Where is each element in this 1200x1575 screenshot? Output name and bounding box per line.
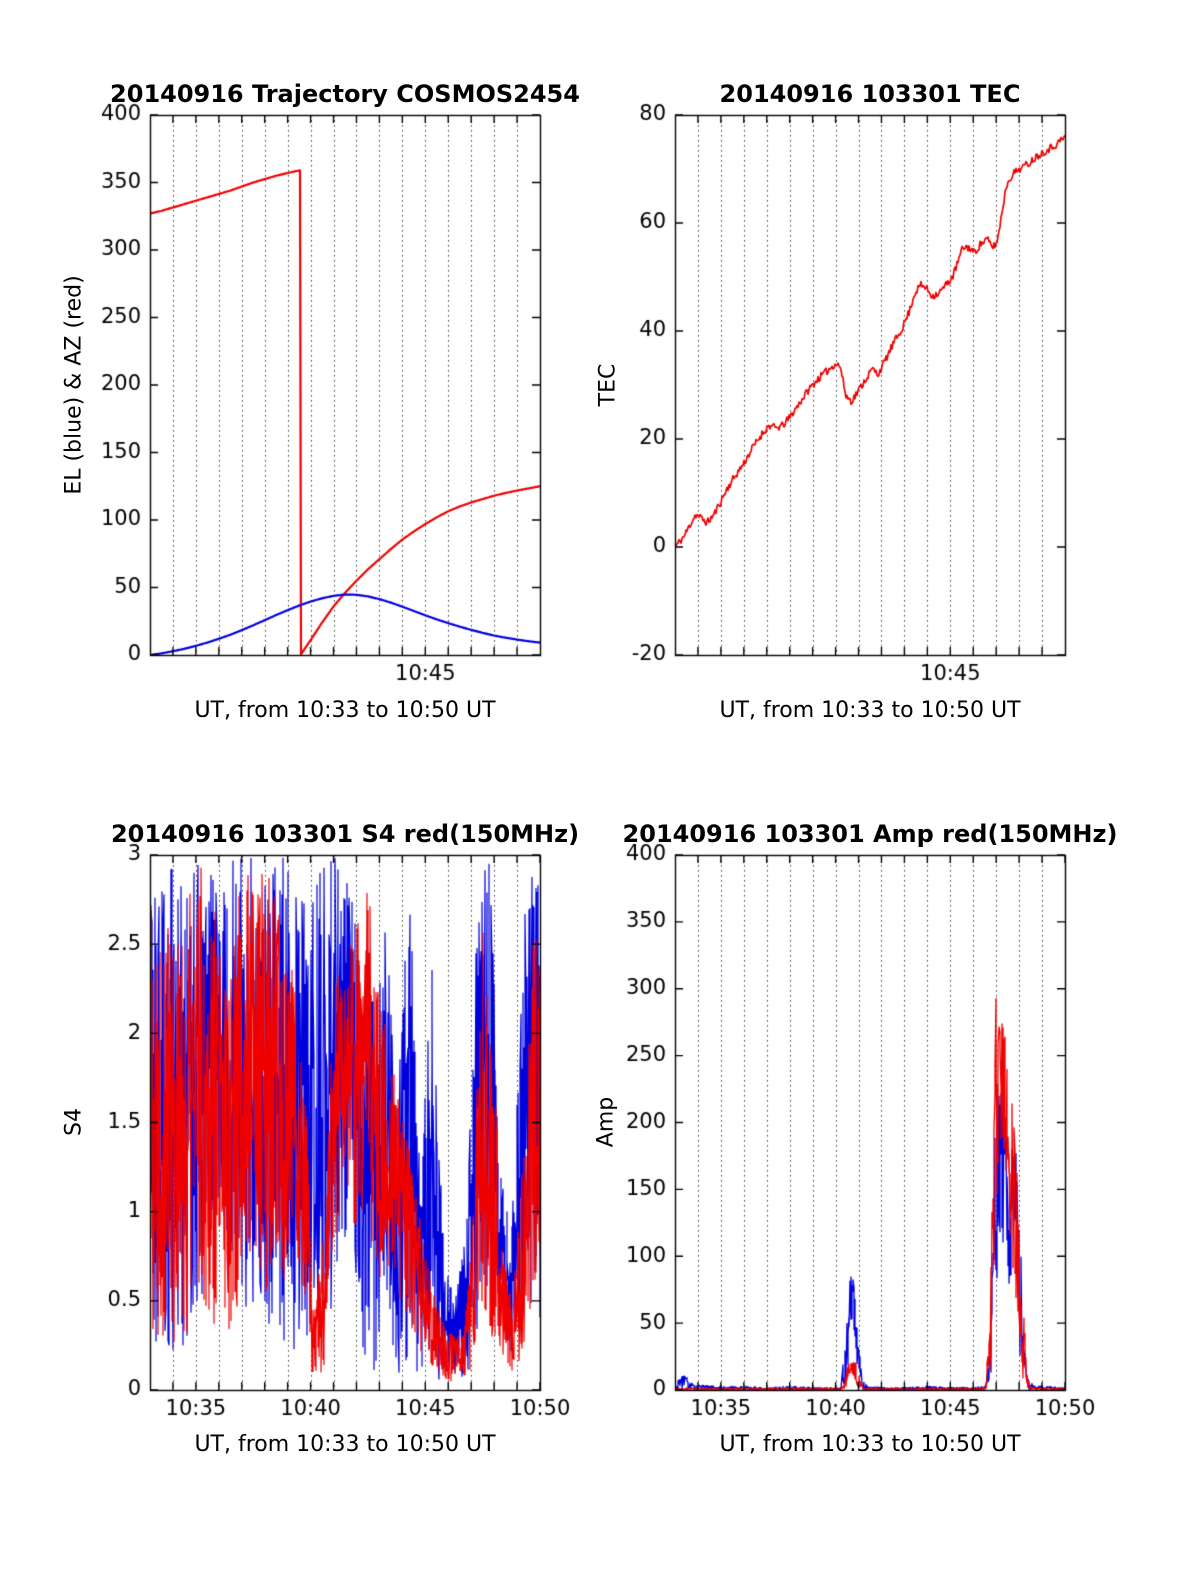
amp-plot-area [675, 855, 1065, 1390]
tec-title: 20140916 103301 TEC [719, 80, 1021, 108]
s4-ylabel: S4 [61, 1108, 87, 1136]
trajectory-xlabel: UT, from 10:33 to 10:50 UT [194, 698, 496, 723]
trajectory-title: 20140916 Trajectory COSMOS2454 [110, 80, 580, 108]
trajectory-plot-area [150, 115, 540, 655]
tec-plot-area [675, 115, 1065, 655]
trajectory-ylabel: EL (blue) & AZ (red) [61, 275, 87, 495]
amp-xlabel: UT, from 10:33 to 10:50 UT [719, 1432, 1021, 1457]
tec-ylabel: TEC [595, 363, 621, 407]
s4-title: 20140916 103301 S4 red(150MHz) [110, 820, 580, 848]
amp-ylabel: Amp [593, 1096, 619, 1148]
amp-title: 20140916 103301 Amp red(150MHz) [622, 820, 1118, 848]
tec-xlabel: UT, from 10:33 to 10:50 UT [719, 698, 1021, 723]
s4-plot-area [150, 855, 540, 1390]
s4-xlabel: UT, from 10:33 to 10:50 UT [194, 1432, 496, 1457]
